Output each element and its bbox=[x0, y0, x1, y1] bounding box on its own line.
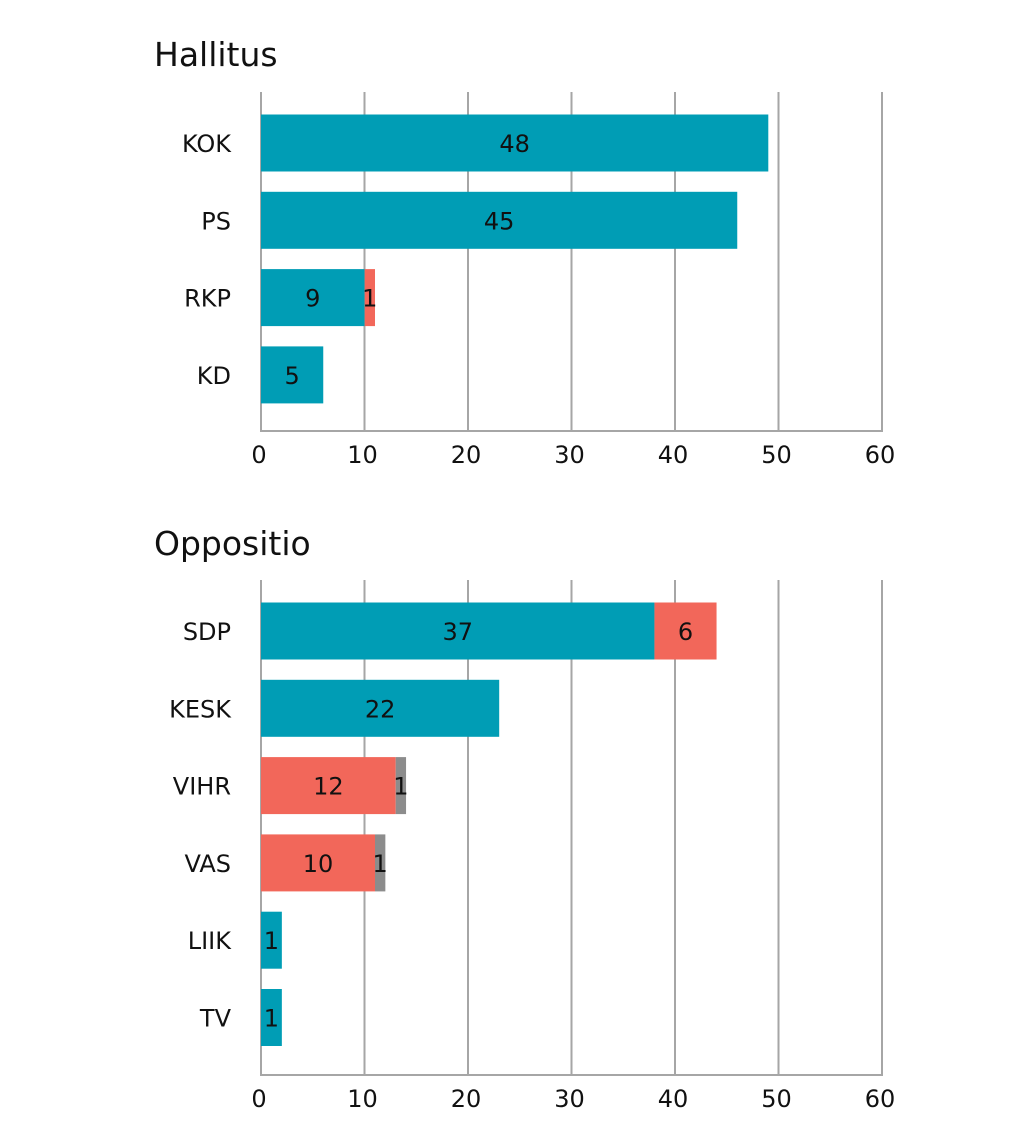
oppositio-data-label-sdp-teal: 37 bbox=[442, 618, 473, 646]
hallitus-bar-rkp-coral bbox=[364, 269, 375, 327]
hallitus-x-tick-30: 30 bbox=[554, 441, 585, 469]
hallitus-bar-kd-teal bbox=[261, 346, 324, 404]
oppositio-x-tick-30: 30 bbox=[554, 1085, 585, 1113]
oppositio-bar-tv-teal bbox=[261, 989, 282, 1046]
oppositio-bar-sdp-coral bbox=[654, 602, 717, 660]
oppositio-chart: Oppositio 37 6 22 12 1 10 1 1 1 SDP KESK VIHR VAS LI… bbox=[154, 524, 895, 1113]
hallitus-data-label-kd-teal: 5 bbox=[284, 362, 299, 390]
oppositio-data-label-kesk-teal: 22 bbox=[365, 695, 396, 723]
oppositio-category-liik: LIIK bbox=[188, 927, 233, 955]
hallitus-data-label-rkp-coral: 1 bbox=[362, 285, 377, 313]
hallitus-x-tick-10: 10 bbox=[347, 441, 378, 469]
hallitus-category-kok: KOK bbox=[182, 130, 232, 158]
oppositio-bar-sdp-teal bbox=[261, 602, 655, 660]
hallitus-bar-kok-teal bbox=[261, 114, 769, 172]
oppositio-x-tick-0: 0 bbox=[251, 1085, 266, 1113]
oppositio-bars: 37 6 22 12 1 10 1 1 1 bbox=[261, 602, 717, 1046]
oppositio-gridlines bbox=[260, 580, 883, 1076]
hallitus-category-labels: KOK PS RKP KD bbox=[182, 130, 232, 390]
oppositio-data-label-vas-gray: 1 bbox=[373, 850, 388, 878]
hallitus-x-tick-50: 50 bbox=[761, 441, 792, 469]
oppositio-data-label-vihr-coral: 12 bbox=[313, 773, 344, 801]
hallitus-data-label-ps-teal: 45 bbox=[484, 207, 515, 235]
oppositio-bar-vihr-gray bbox=[395, 757, 407, 815]
hallitus-x-tick-60: 60 bbox=[865, 441, 896, 469]
hallitus-x-tick-labels: 0 10 20 30 40 50 60 bbox=[251, 441, 895, 469]
oppositio-bar-vas-coral bbox=[261, 834, 375, 892]
oppositio-category-tv: TV bbox=[199, 1005, 232, 1033]
hallitus-x-tick-20: 20 bbox=[451, 441, 482, 469]
hallitus-x-tick-0: 0 bbox=[251, 441, 266, 469]
hallitus-category-ps: PS bbox=[201, 207, 231, 235]
oppositio-category-sdp: SDP bbox=[183, 618, 231, 646]
oppositio-data-label-sdp-coral: 6 bbox=[678, 618, 693, 646]
hallitus-x-tick-40: 40 bbox=[658, 441, 689, 469]
oppositio-x-tick-10: 10 bbox=[347, 1085, 378, 1113]
hallitus-data-label-kok-teal: 48 bbox=[499, 130, 530, 158]
oppositio-data-label-tv-teal: 1 bbox=[264, 1005, 279, 1033]
oppositio-x-tick-50: 50 bbox=[761, 1085, 792, 1113]
oppositio-data-label-liik-teal: 1 bbox=[264, 927, 279, 955]
hallitus-bar-rkp-teal bbox=[261, 269, 365, 327]
hallitus-bar-ps-teal bbox=[261, 191, 738, 249]
oppositio-bar-kesk-teal bbox=[261, 679, 500, 737]
oppositio-x-tick-20: 20 bbox=[451, 1085, 482, 1113]
oppositio-x-tick-labels: 0 10 20 30 40 50 60 bbox=[251, 1085, 895, 1113]
oppositio-bar-vihr-coral bbox=[261, 757, 396, 815]
oppositio-category-labels: SDP KESK VIHR VAS LIIK TV bbox=[169, 618, 232, 1033]
oppositio-bar-vas-gray bbox=[375, 834, 386, 892]
hallitus-bars: 48 45 9 1 5 bbox=[261, 114, 769, 404]
oppositio-data-label-vas-coral: 10 bbox=[303, 850, 334, 878]
oppositio-category-vihr: VIHR bbox=[173, 773, 231, 801]
oppositio-x-tick-40: 40 bbox=[658, 1085, 689, 1113]
oppositio-x-tick-60: 60 bbox=[865, 1085, 896, 1113]
oppositio-category-kesk: KESK bbox=[169, 695, 232, 723]
hallitus-chart: Hallitus 48 45 9 1 5 KOK PS RKP KD 0 10 20 30 40 50 6… bbox=[154, 35, 895, 469]
hallitus-category-rkp: RKP bbox=[184, 285, 231, 313]
oppositio-data-label-vihr-gray: 1 bbox=[393, 773, 408, 801]
hallitus-data-label-rkp-teal: 9 bbox=[305, 285, 320, 313]
oppositio-title: Oppositio bbox=[154, 524, 311, 563]
hallitus-category-kd: KD bbox=[197, 362, 231, 390]
hallitus-title: Hallitus bbox=[154, 35, 278, 74]
oppositio-bar-liik-teal bbox=[261, 911, 282, 969]
oppositio-category-vas: VAS bbox=[184, 850, 231, 878]
